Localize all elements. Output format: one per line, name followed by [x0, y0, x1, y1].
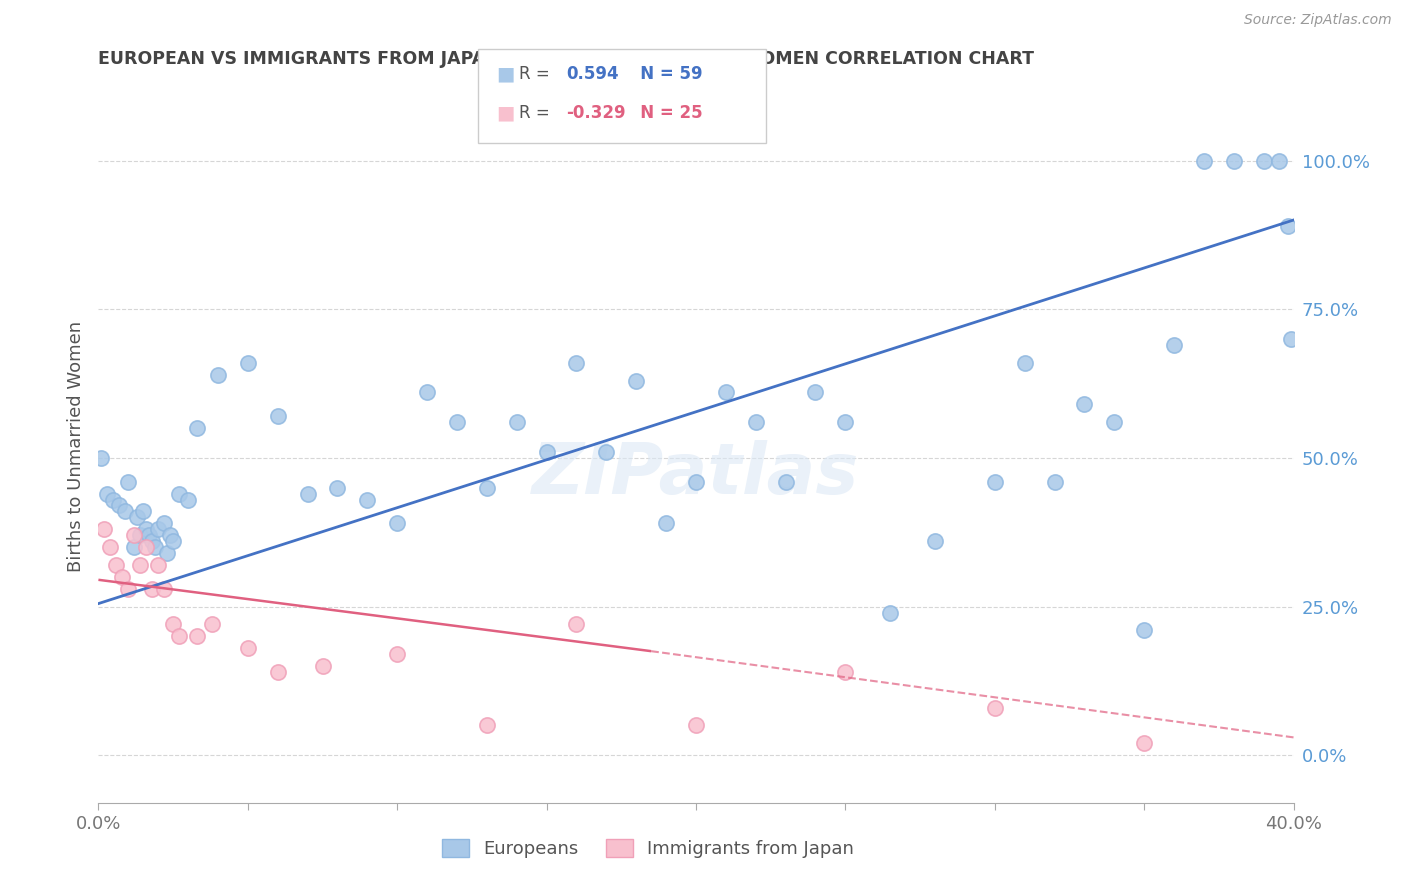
Point — [1133, 736, 1156, 750]
Point — [93, 522, 115, 536]
Point — [117, 475, 139, 489]
Point — [356, 492, 378, 507]
Point — [655, 516, 678, 531]
Point — [1279, 332, 1302, 346]
Text: N = 59: N = 59 — [623, 65, 703, 83]
Text: R =: R = — [519, 104, 555, 122]
Text: ZIPatlas: ZIPatlas — [533, 440, 859, 509]
Point — [626, 374, 648, 388]
Point — [129, 528, 152, 542]
Point — [90, 450, 112, 465]
Text: R =: R = — [519, 65, 555, 83]
Text: -0.329: -0.329 — [567, 104, 626, 122]
Legend: Europeans, Immigrants from Japan: Europeans, Immigrants from Japan — [434, 831, 862, 865]
Point — [536, 445, 558, 459]
Point — [124, 540, 146, 554]
Point — [1073, 397, 1095, 411]
Point — [475, 718, 498, 732]
Point — [167, 486, 190, 500]
Point — [595, 445, 617, 459]
Point — [804, 385, 827, 400]
Point — [565, 617, 588, 632]
Point — [127, 510, 149, 524]
Point — [129, 558, 152, 572]
Point — [1043, 475, 1066, 489]
Point — [745, 415, 768, 429]
Point — [416, 385, 439, 400]
Point — [162, 534, 184, 549]
Point — [267, 665, 290, 679]
Point — [506, 415, 529, 429]
Point — [1277, 219, 1299, 233]
Point — [96, 486, 118, 500]
Point — [148, 558, 170, 572]
Point — [124, 528, 146, 542]
Point — [297, 486, 319, 500]
Point — [236, 356, 259, 370]
Point — [108, 499, 131, 513]
Point — [685, 718, 707, 732]
Point — [135, 522, 157, 536]
Point — [117, 582, 139, 596]
Point — [385, 516, 409, 531]
Text: EUROPEAN VS IMMIGRANTS FROM JAPAN BIRTHS TO UNMARRIED WOMEN CORRELATION CHART: EUROPEAN VS IMMIGRANTS FROM JAPAN BIRTHS… — [98, 50, 1035, 68]
Point — [156, 546, 179, 560]
Point — [1253, 153, 1275, 168]
Point — [1104, 415, 1126, 429]
Point — [201, 617, 224, 632]
Point — [98, 540, 122, 554]
Point — [714, 385, 737, 400]
Point — [135, 540, 157, 554]
Point — [138, 528, 160, 542]
Point — [1014, 356, 1036, 370]
Point — [167, 629, 190, 643]
Point — [879, 606, 901, 620]
Point — [446, 415, 468, 429]
Point — [143, 540, 166, 554]
Point — [148, 522, 170, 536]
Point — [834, 415, 856, 429]
Point — [186, 629, 208, 643]
Point — [132, 504, 155, 518]
Point — [775, 475, 797, 489]
Point — [177, 492, 200, 507]
Point — [141, 534, 163, 549]
Point — [1133, 624, 1156, 638]
Point — [103, 492, 125, 507]
Point — [162, 617, 184, 632]
Point — [984, 475, 1007, 489]
Text: N = 25: N = 25 — [623, 104, 703, 122]
Point — [984, 700, 1007, 714]
Point — [141, 582, 163, 596]
Point — [385, 647, 409, 661]
Point — [207, 368, 229, 382]
Point — [153, 516, 176, 531]
Point — [565, 356, 588, 370]
Point — [153, 582, 176, 596]
Y-axis label: Births to Unmarried Women: Births to Unmarried Women — [66, 320, 84, 572]
Point — [186, 421, 208, 435]
Point — [105, 558, 128, 572]
Text: ■: ■ — [496, 64, 515, 83]
Text: 0.594: 0.594 — [567, 65, 619, 83]
Text: Source: ZipAtlas.com: Source: ZipAtlas.com — [1244, 13, 1392, 28]
Point — [1163, 338, 1185, 352]
Point — [1223, 153, 1246, 168]
Point — [311, 659, 333, 673]
Point — [475, 481, 498, 495]
Point — [1267, 153, 1289, 168]
Point — [159, 528, 181, 542]
Point — [834, 665, 856, 679]
Point — [236, 641, 259, 656]
Point — [114, 504, 136, 518]
Text: ■: ■ — [496, 103, 515, 122]
Point — [267, 409, 290, 424]
Point — [685, 475, 707, 489]
Point — [924, 534, 946, 549]
Point — [111, 570, 134, 584]
Point — [1192, 153, 1215, 168]
Point — [326, 481, 349, 495]
